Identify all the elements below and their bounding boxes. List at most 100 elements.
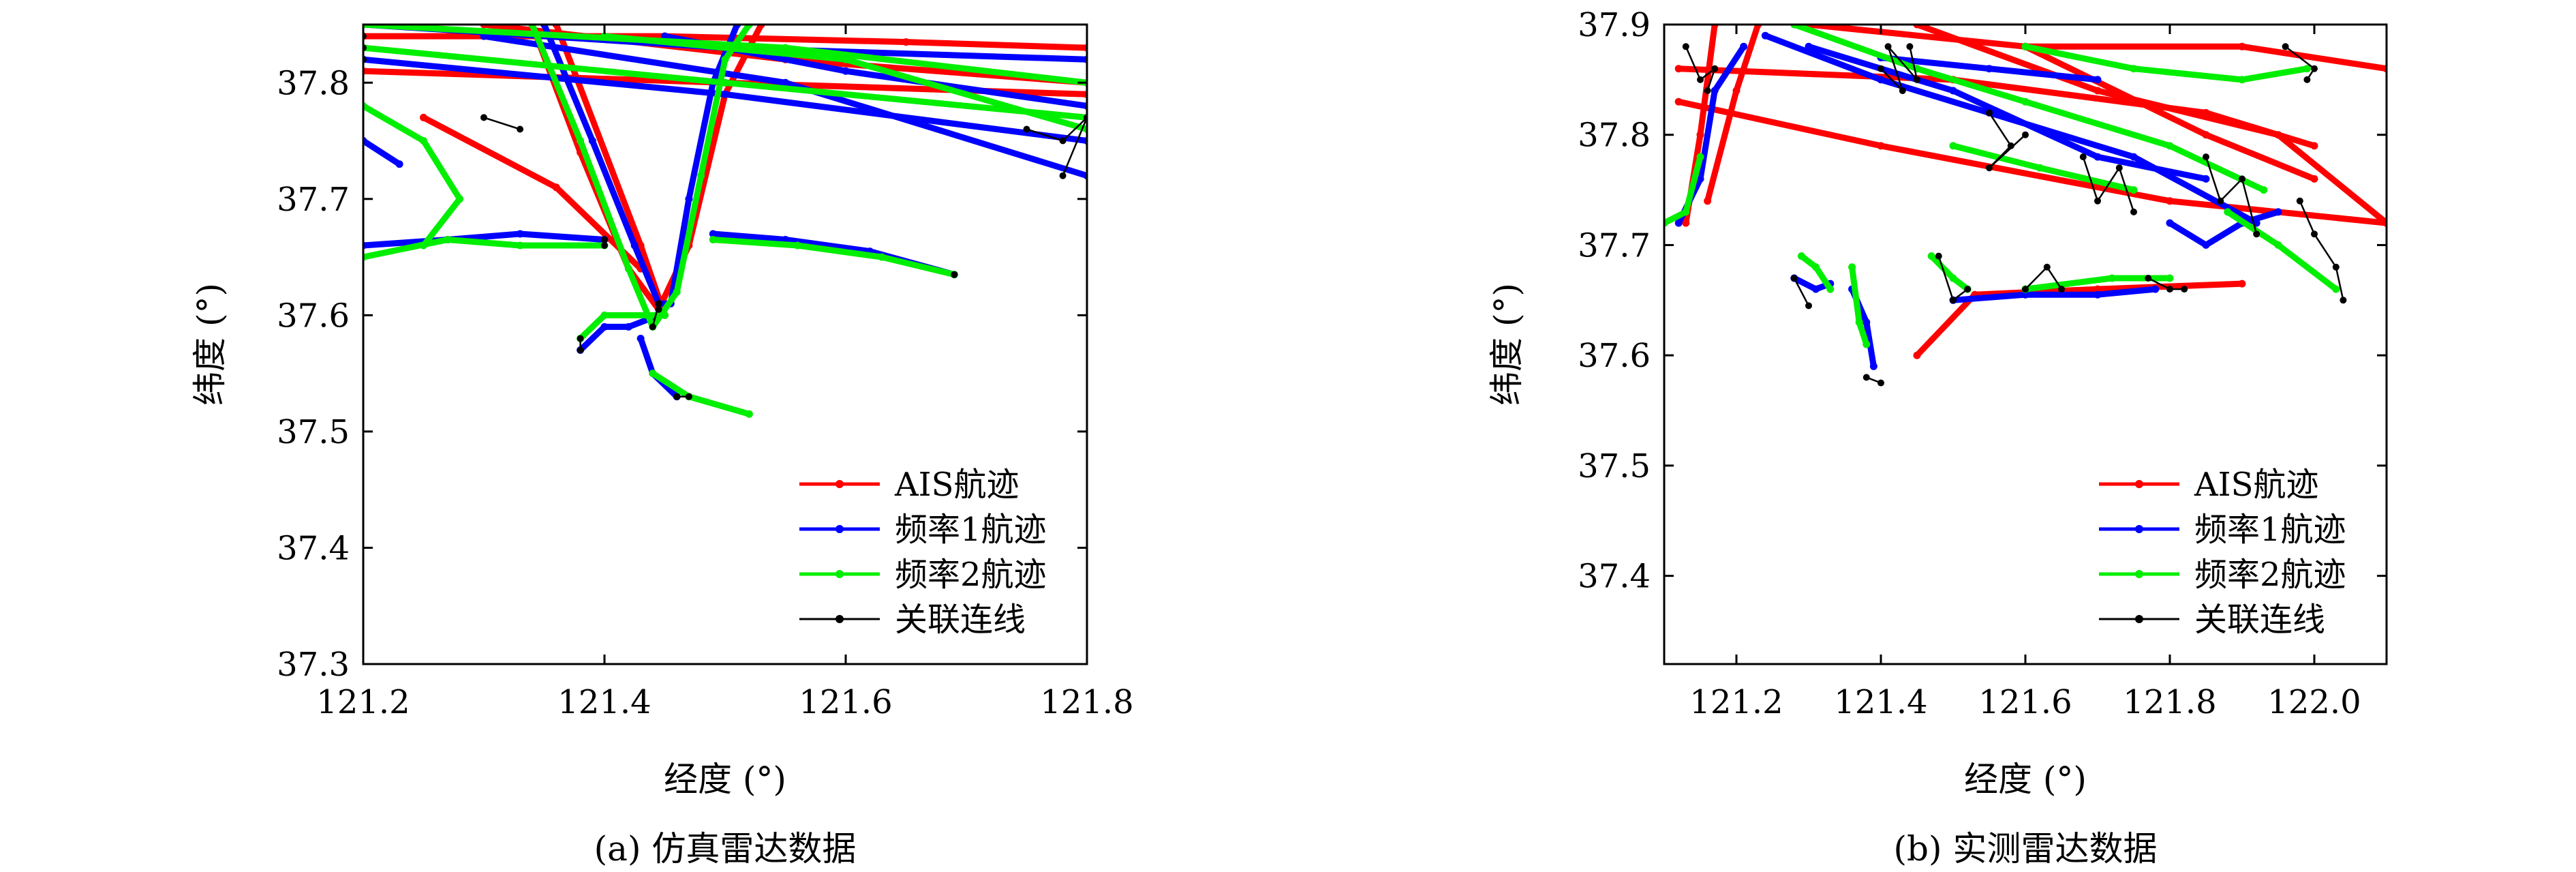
data-point xyxy=(2166,142,2174,150)
data-point xyxy=(1704,197,1712,205)
data-point xyxy=(2021,290,2029,299)
data-point xyxy=(2166,219,2174,227)
y-axis-label-a: 纬度 (°) xyxy=(190,283,230,406)
y-tick-label: 37.5 xyxy=(1578,447,1651,485)
data-point xyxy=(1674,219,1683,227)
legend-label: 关联连线 xyxy=(2194,601,2325,639)
data-point xyxy=(2310,175,2318,183)
plot-area-b xyxy=(1664,25,2387,387)
legend-label: 频率1航迹 xyxy=(2194,511,2346,549)
data-point xyxy=(1761,31,1769,40)
data-point xyxy=(516,230,524,238)
data-point xyxy=(2022,131,2029,138)
x-tick-label: 121.6 xyxy=(799,683,892,721)
data-point xyxy=(420,137,427,145)
data-point xyxy=(577,346,584,354)
data-point xyxy=(630,241,639,250)
x-tick-label: 121.4 xyxy=(1834,683,1927,721)
data-point xyxy=(2303,65,2311,73)
data-point xyxy=(1899,87,1906,94)
data-point xyxy=(1949,274,1957,282)
x-tick-label: 121.2 xyxy=(1689,683,1783,721)
series-freq2 xyxy=(363,25,1087,418)
data-point xyxy=(2166,274,2174,282)
data-point xyxy=(420,241,427,250)
data-point xyxy=(1949,142,1957,150)
data-point xyxy=(1906,43,1914,50)
track-line xyxy=(1950,286,2159,303)
data-point xyxy=(1855,318,1863,327)
data-point xyxy=(2311,65,2318,72)
data-point xyxy=(842,67,850,75)
ticks-a: 121.2 121.4 121.6 121.8 37.3 37.4 37.5 37.6 37.7… xyxy=(277,25,1134,721)
data-point xyxy=(2260,186,2268,194)
data-point xyxy=(1935,252,1942,260)
data-point xyxy=(649,370,657,378)
data-point xyxy=(1949,87,1957,95)
track-line xyxy=(541,25,741,307)
track-line xyxy=(2166,209,2282,248)
data-point xyxy=(1732,87,1741,95)
data-point xyxy=(2224,208,2232,216)
data-point xyxy=(2115,164,2123,172)
ticks-b: 121.2 121.4 121.6 121.8 122.0 37.4 37.5 37.6 37.… xyxy=(1578,6,2387,721)
data-point xyxy=(1812,263,1820,271)
data-point xyxy=(782,44,789,52)
data-point xyxy=(2311,230,2318,238)
data-point xyxy=(1805,42,1813,50)
data-point xyxy=(661,311,669,319)
legend-marker xyxy=(835,570,844,578)
data-point xyxy=(601,242,608,249)
track-line xyxy=(709,237,957,278)
legend-label: AIS航迹 xyxy=(894,466,1019,504)
data-point xyxy=(1682,219,1690,227)
data-point xyxy=(1877,142,1885,150)
legend-label: 频率2航迹 xyxy=(895,556,1047,594)
data-point xyxy=(2079,153,2087,161)
data-point xyxy=(2007,142,2014,149)
data-point xyxy=(2094,197,2101,205)
data-point xyxy=(1797,252,1805,260)
track-line xyxy=(1988,112,2027,169)
track-line xyxy=(2205,155,2258,235)
data-point xyxy=(2094,153,2102,161)
data-point xyxy=(1913,351,1921,359)
legend-marker xyxy=(835,525,844,533)
data-point xyxy=(1986,164,1993,172)
data-point xyxy=(709,230,717,238)
data-point xyxy=(1812,285,1820,293)
data-point xyxy=(1704,87,1711,94)
y-tick-label: 37.8 xyxy=(277,64,350,102)
data-point xyxy=(1869,362,1877,370)
data-point xyxy=(2181,286,2188,293)
legend-marker xyxy=(2135,570,2143,578)
track-line xyxy=(1685,46,1716,92)
x-tick-label: 121.6 xyxy=(1978,683,2072,721)
data-point xyxy=(709,236,717,243)
data-point xyxy=(685,393,692,400)
track-line xyxy=(1793,277,1810,307)
data-point xyxy=(2166,197,2174,205)
data-point xyxy=(842,55,850,63)
data-point xyxy=(1877,76,1885,84)
data-point xyxy=(1059,172,1067,179)
data-point xyxy=(655,305,662,313)
data-point xyxy=(1950,297,1957,304)
data-point xyxy=(2202,175,2210,183)
data-point xyxy=(2022,286,2029,293)
data-point xyxy=(637,241,645,250)
legend-marker xyxy=(2135,480,2143,488)
x-tick-label: 121.2 xyxy=(316,683,410,721)
data-point xyxy=(1862,318,1871,327)
y-axis-label-b: 纬度 (°) xyxy=(1487,283,1527,406)
data-point xyxy=(1740,42,1748,50)
data-point xyxy=(2310,142,2318,150)
data-point xyxy=(2094,285,2102,293)
data-point xyxy=(697,172,705,180)
data-point xyxy=(2274,241,2282,249)
data-point xyxy=(395,160,403,168)
data-point xyxy=(2274,208,2282,216)
data-point xyxy=(577,137,585,145)
data-point xyxy=(600,311,609,319)
